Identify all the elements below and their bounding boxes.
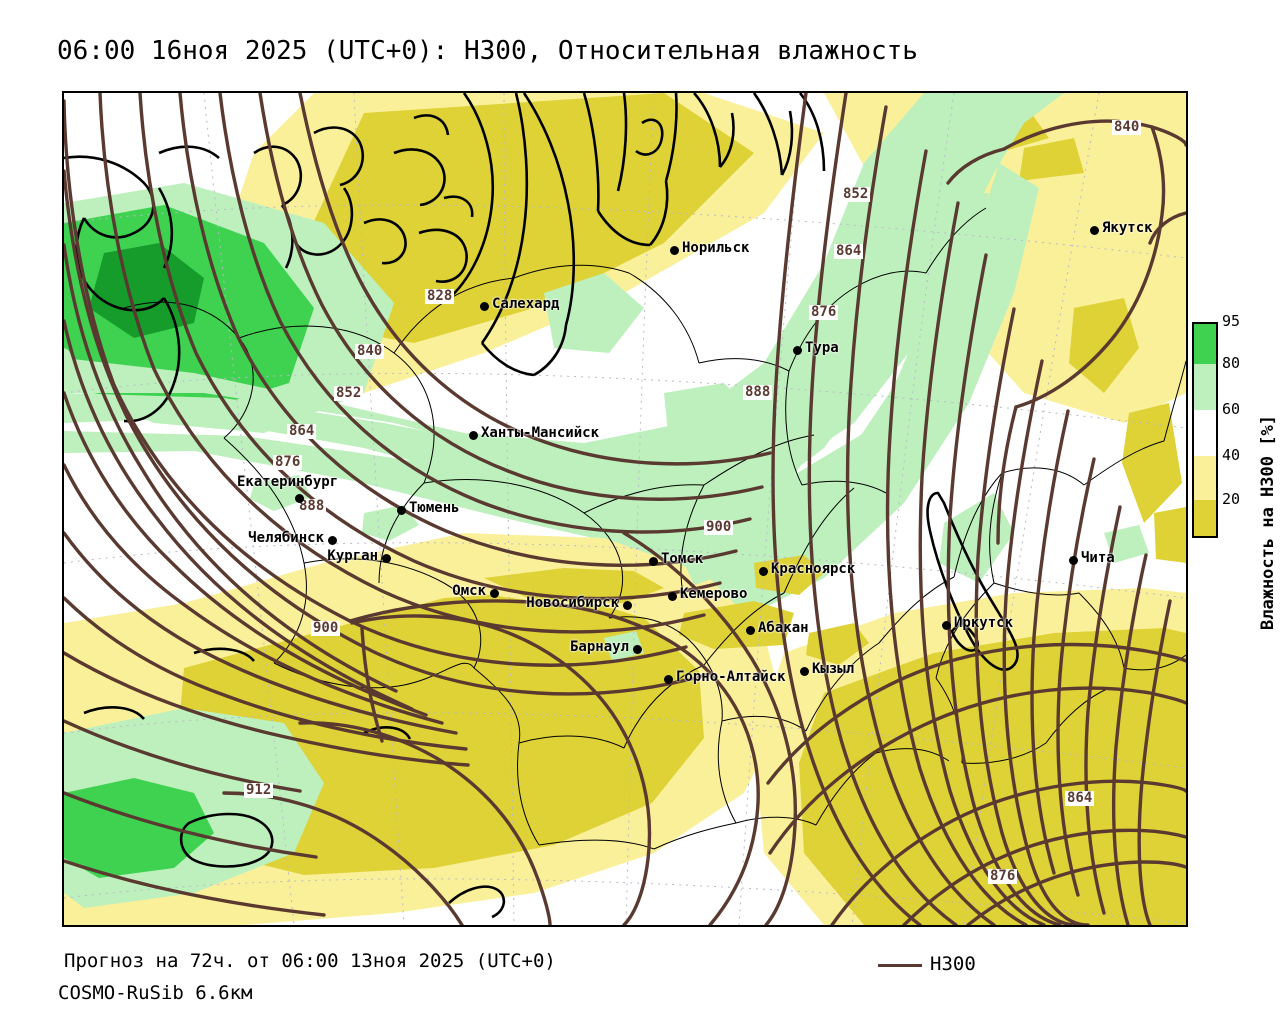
contour-label: 876 xyxy=(273,454,303,470)
contour-label: 828 xyxy=(425,288,455,304)
city-dot xyxy=(800,667,809,676)
colorbar-title: Влажность на H300 [%] xyxy=(1232,330,1278,630)
city-label: Тюмень xyxy=(409,500,460,516)
city-dot xyxy=(670,246,679,255)
city-dot xyxy=(295,494,304,503)
city-dot xyxy=(1090,226,1099,235)
legend-label: H300 xyxy=(930,953,976,975)
city-dot xyxy=(746,626,755,635)
contour-label: 840 xyxy=(355,343,385,359)
city-dot xyxy=(490,589,499,598)
colorbar-tick-95: 95 xyxy=(1222,312,1241,330)
city-label: Томск xyxy=(661,551,704,567)
city-dot xyxy=(664,675,673,684)
contour-label: 864 xyxy=(287,423,317,439)
city-dot xyxy=(759,567,768,576)
map-graphics xyxy=(64,93,1186,925)
colorbar-segment-20-40 xyxy=(1194,456,1216,500)
city-label: Кызыл xyxy=(812,661,855,677)
city-label: Иркутск xyxy=(954,615,1014,631)
colorbar-tick-80: 80 xyxy=(1222,354,1241,372)
contour-label: 864 xyxy=(834,243,864,259)
city-dot xyxy=(793,346,802,355)
city-label: Норильск xyxy=(682,240,750,256)
colorbar-segment-below-20 xyxy=(1194,500,1216,536)
city-label: Курган xyxy=(327,548,378,564)
city-dot xyxy=(668,592,677,601)
legend-line-swatch xyxy=(878,964,922,967)
city-label: Якутск xyxy=(1102,220,1153,236)
city-dot xyxy=(480,302,489,311)
contour-label: 912 xyxy=(244,782,274,798)
city-label: Омск xyxy=(452,583,486,599)
colorbar-tick-60: 60 xyxy=(1222,400,1241,418)
city-label: Ханты-Мансийск xyxy=(481,425,600,441)
city-label: Красноярск xyxy=(771,561,856,577)
city-dot xyxy=(397,506,406,515)
colorbar: 95 80 60 40 20 xyxy=(1192,312,1240,538)
city-dot xyxy=(633,645,642,654)
contour-label: 888 xyxy=(297,498,327,514)
city-label: Абакан xyxy=(758,620,809,636)
colorbar-tick-20: 20 xyxy=(1222,490,1241,508)
page-title: 06:00 16ноя 2025 (UTC+0): H300, Относите… xyxy=(57,36,918,66)
colorbar-segment-60-80 xyxy=(1194,364,1216,410)
city-dot xyxy=(1069,556,1078,565)
city-dot xyxy=(942,621,951,630)
map-canvas: 840 852 864 828 876 840 888 852 864 876 … xyxy=(64,93,1186,925)
colorbar-segment-40-60 xyxy=(1194,410,1216,456)
contour-label: 888 xyxy=(743,384,773,400)
city-label: Екатеринбург xyxy=(237,474,339,490)
model-info: COSMO-RuSib 6.6км xyxy=(58,982,253,1004)
city-label: Горно-Алтайск xyxy=(676,669,786,685)
contour-label: 852 xyxy=(334,385,364,401)
contour-label: 900 xyxy=(311,620,341,636)
city-label: Чита xyxy=(1081,550,1115,566)
contour-label: 852 xyxy=(841,186,871,202)
city-dot xyxy=(623,601,632,610)
contour-label: 900 xyxy=(704,519,734,535)
colorbar-ticks: 95 80 60 40 20 xyxy=(1222,312,1280,538)
colorbar-segment-80-95 xyxy=(1194,324,1216,364)
city-dot xyxy=(328,536,337,545)
city-label: Новосибирск xyxy=(526,595,619,611)
city-label: Челябинск xyxy=(248,530,324,546)
forecast-info: Прогноз на 72ч. от 06:00 13ноя 2025 (UTC… xyxy=(64,950,556,972)
contour-label: 876 xyxy=(809,304,839,320)
contour-label: 864 xyxy=(1065,790,1095,806)
city-dot xyxy=(382,554,391,563)
city-label: Салехард xyxy=(492,296,560,312)
city-label: Барнаул xyxy=(569,639,629,655)
map-frame[interactable]: 840 852 864 828 876 840 888 852 864 876 … xyxy=(62,91,1188,927)
city-dot xyxy=(469,431,478,440)
colorbar-title-text: Влажность на H300 [%] xyxy=(1258,415,1278,630)
colorbar-bar xyxy=(1192,322,1218,538)
contour-label: 840 xyxy=(1112,119,1142,135)
city-label: Тура xyxy=(805,340,839,356)
city-dot xyxy=(649,557,658,566)
contour-label: 876 xyxy=(988,868,1018,884)
city-label: Кемерово xyxy=(680,586,748,602)
colorbar-tick-40: 40 xyxy=(1222,446,1241,464)
